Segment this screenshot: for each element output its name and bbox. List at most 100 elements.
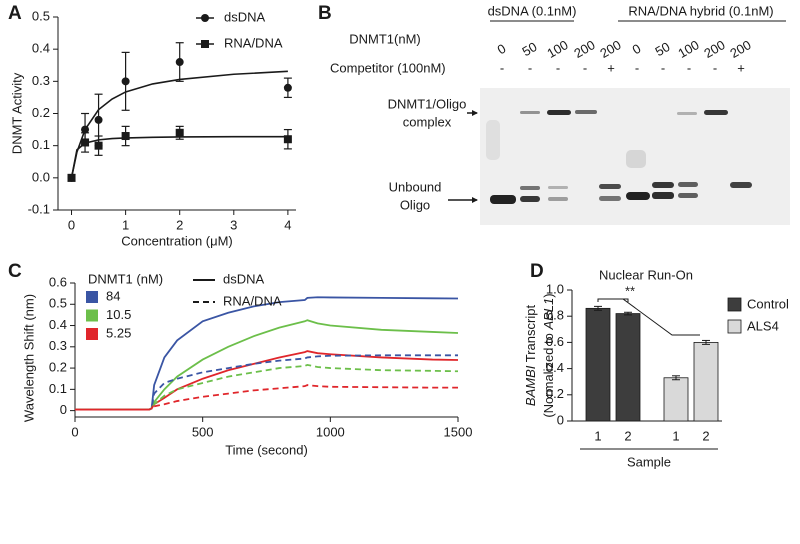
legend-title: DNMT1 (nM) [88, 271, 163, 286]
y-tick-label: 0.3 [49, 338, 67, 353]
x-axis-label: Concentration (μM) [121, 233, 233, 248]
lane-competitor: - [635, 60, 639, 75]
y-axis-label-part: BAMBI [523, 365, 538, 406]
y-axis-label: Wavelength Shift (nm) [21, 294, 36, 422]
fit-curve [70, 135, 288, 178]
legend-label: Control [747, 296, 789, 311]
lane-dnmt1: 0 [630, 41, 644, 58]
lane-competitor: - [687, 60, 691, 75]
marker [94, 115, 103, 124]
y-tick-label: 0.0 [32, 169, 50, 184]
marker [67, 173, 76, 182]
row-label: DNMT1(nM) [349, 31, 421, 46]
y-axis-label: DNMT Activity [9, 72, 24, 154]
y-axis-label-part: (Normalized to [541, 330, 556, 418]
y-tick-label: 0.6 [49, 274, 67, 289]
x-tick-label: 1 [672, 428, 679, 443]
bar [585, 307, 611, 422]
y-tick-label: 0.2 [546, 386, 564, 401]
marker [121, 77, 130, 86]
lane-competitor: + [607, 60, 615, 75]
marker [94, 141, 103, 150]
arrow-head [472, 110, 478, 116]
x-tick-label: 1 [122, 217, 129, 232]
lane-competitor: + [737, 60, 745, 75]
significance-label: ** [625, 283, 635, 298]
x-axis-label: Time (second) [225, 442, 308, 457]
y-axis-label: BAMBI Transcript [523, 305, 538, 407]
band-label: DNMT1/Oligo [388, 96, 467, 111]
lane-competitor: - [528, 60, 532, 75]
panel-label: D [530, 261, 544, 282]
panel-label: C [8, 261, 22, 282]
lane-dnmt1: 50 [652, 39, 672, 59]
x-tick-label: 1500 [444, 424, 473, 439]
x-axis-label: Sample [627, 454, 671, 469]
y-tick-label: 0.1 [49, 381, 67, 396]
legend-label: RNA/DNA [223, 293, 282, 308]
y-tick-label: -0.1 [28, 201, 50, 216]
legend-swatch [727, 319, 742, 334]
significance-bracket [597, 298, 700, 336]
marker [283, 83, 292, 92]
y-tick-label: 0.4 [32, 41, 50, 56]
series-line [75, 350, 459, 411]
x-tick-label: 2 [176, 217, 183, 232]
y-tick-label: 0.5 [49, 296, 67, 311]
x-tick-label: 1000 [316, 424, 345, 439]
marker [81, 125, 90, 134]
marker [283, 135, 292, 144]
legend-swatch [727, 297, 742, 312]
bar [615, 313, 641, 422]
panel-label: B [318, 3, 332, 24]
arrow-head [472, 197, 478, 203]
y-tick-label: 0.6 [546, 334, 564, 349]
y-axis-label-part: ) [541, 293, 556, 297]
legend-label: 84 [106, 288, 120, 303]
legend-swatch [86, 291, 98, 303]
bar [693, 341, 719, 422]
lane-dnmt1: 200 [701, 37, 727, 61]
band-label: Oligo [400, 197, 430, 212]
lane-competitor: - [583, 60, 587, 75]
y-tick-label: 1.0 [546, 281, 564, 296]
legend-label: dsDNA [223, 271, 265, 286]
lane-competitor: - [713, 60, 717, 75]
series-line [75, 363, 459, 411]
marker [175, 128, 184, 137]
lane-dnmt1: 200 [571, 37, 597, 61]
y-tick-label: 0.4 [546, 360, 564, 375]
legend-swatch [86, 328, 98, 340]
legend-label: 5.25 [106, 325, 131, 340]
y-tick-label: 0.2 [49, 360, 67, 375]
gel-panel: dsDNA (0.1nM) RNA/DNA hybrid (0.1nM) DNM… [330, 3, 790, 225]
bar [663, 377, 689, 422]
marker [121, 132, 130, 141]
legend-marker [201, 40, 209, 48]
lane-dnmt1: 200 [727, 37, 753, 61]
marker [81, 138, 90, 147]
y-tick-label: 0.8 [546, 308, 564, 323]
x-tick-label: 3 [230, 217, 237, 232]
legend-swatch [86, 309, 98, 322]
lane-dnmt1: 200 [597, 37, 623, 61]
lane-competitor: - [500, 60, 504, 75]
row-label: Competitor (100nM) [330, 60, 446, 75]
legend-label: ALS4 [747, 318, 779, 333]
lane-dnmt1: 100 [675, 37, 701, 61]
band-label: Unbound [389, 179, 442, 194]
lane-competitor: - [661, 60, 665, 75]
series-line [75, 384, 458, 411]
group-label: dsDNA (0.1nM) [488, 3, 577, 18]
x-tick-label: 2 [702, 428, 709, 443]
legend-label: RNA/DNA [224, 35, 283, 50]
panel-label: A [8, 3, 22, 24]
y-axis-label: (Normalized to ABL1) [541, 293, 556, 417]
x-tick-label: 2 [624, 428, 631, 443]
marker [175, 58, 184, 67]
y-axis-label-part: ABL1 [541, 298, 556, 331]
y-tick-label: 0.4 [49, 317, 67, 332]
series-line [75, 319, 459, 411]
band-label: complex [403, 114, 452, 129]
x-tick-label: 4 [284, 217, 291, 232]
